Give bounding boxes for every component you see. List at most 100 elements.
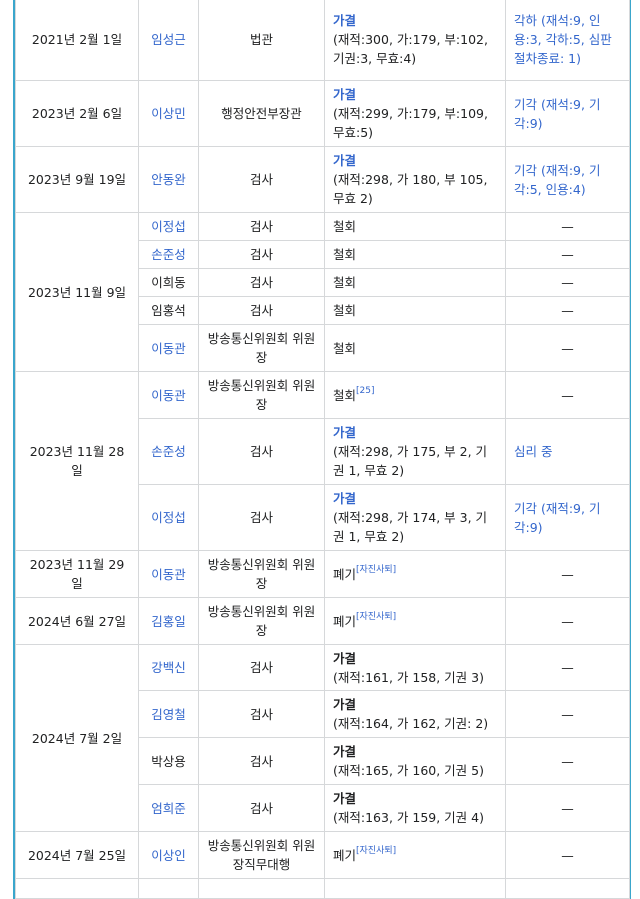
person-link[interactable]: 김홍일 (151, 613, 186, 629)
reference-link[interactable]: [25] (356, 385, 375, 396)
name-cell: 이동관 (138, 371, 199, 419)
vote-result-label: 철회 (333, 219, 357, 234)
decision-link[interactable]: 기각 (재적:9, 기각:5, 인용:4) (514, 162, 601, 197)
no-decision-dash: — (561, 753, 574, 769)
table-row: 2023년 9월 19일 안동완 검사 가결 (재적:298, 가 180, 부 105… (15, 146, 630, 213)
position-cell: 방송통신위원회 위원장 (198, 550, 325, 598)
vote-result-label[interactable]: 가결 (333, 491, 357, 506)
name-cell: 이정섭 (138, 212, 199, 241)
date-cell: 2024년 7월 2일 (15, 644, 139, 832)
vote-detail: (재적:161, 가 158, 기권 3) (333, 669, 484, 685)
vote-result-label: 폐기 (333, 566, 357, 582)
position-cell: 검사 (198, 690, 325, 738)
vote-detail: (재적:298, 가 175, 부 2, 기권 1, 무효 2) (333, 444, 488, 478)
reference-link[interactable]: [자진사퇴] (356, 564, 397, 575)
vote-result-label: 가결 (333, 744, 357, 759)
table-row: 손준성 검사 철회 — (16, 240, 630, 269)
decision-cell: — (505, 737, 630, 785)
person-link[interactable]: 이상민 (151, 106, 186, 121)
decision-cell: — (505, 240, 630, 269)
position-cell: 검사 (198, 268, 325, 297)
name-cell: 이상민 (138, 80, 199, 147)
name-cell: 김영철 (138, 690, 199, 738)
no-decision-dash: — (561, 275, 574, 290)
person-link[interactable]: 이상인 (151, 847, 186, 863)
date-cell: 2024년 6월 27일 (15, 597, 139, 645)
position-cell: 검사 (198, 146, 325, 213)
vote-cell: 가결 (재적:299, 가:179, 부:109, 무효:5) (324, 80, 506, 147)
name-cell: 이상인 (138, 831, 199, 879)
no-decision-dash: — (561, 566, 574, 582)
person-link[interactable]: 손준성 (151, 444, 186, 459)
table-row: 2023년 2월 6일 이상민 행정안전부장관 가결 (재적:299, 가:179, 부… (15, 80, 630, 147)
person-link[interactable]: 이동관 (151, 566, 186, 582)
vote-detail: (재적:164, 가 162, 기권: 2) (333, 716, 489, 731)
decision-cell: — (505, 296, 630, 325)
person-link[interactable]: 김영철 (151, 706, 186, 722)
table-row: 김영철 검사 가결 (재적:164, 가 162, 기권: 2) — (16, 690, 630, 738)
position-cell: 검사 (198, 296, 325, 325)
name-cell: 손준성 (138, 418, 199, 485)
person-link[interactable]: 이정섭 (151, 510, 186, 525)
name-cell: 이정섭 (138, 484, 199, 551)
no-decision-dash: — (561, 660, 574, 675)
vote-result-label[interactable]: 가결 (333, 153, 357, 168)
vote-detail: (재적:298, 가 180, 부 105, 무효 2) (333, 172, 488, 206)
vote-result-label[interactable]: 가결 (333, 13, 357, 28)
table-row: 2024년 7월 25일 이상인 방송통신위원회 위원장직무대행 폐기[자진사퇴] — (15, 831, 630, 879)
decision-cell: 각하 (재석:9, 인용:3, 각하:5, 심판절차종료: 1) (505, 0, 630, 81)
no-decision-dash: — (561, 303, 574, 318)
decision-cell: — (505, 644, 630, 691)
person-link[interactable]: 임성근 (151, 32, 186, 47)
vote-cell: 철회 (324, 324, 506, 372)
vote-result-label: 폐기 (333, 613, 357, 629)
position-cell: 방송통신위원회 위원장 (198, 324, 325, 372)
date-cell: 2023년 11월 9일 (15, 212, 139, 372)
position-cell: 검사 (198, 784, 325, 832)
vote-cell: 가결 (재적:161, 가 158, 기권 3) (324, 644, 506, 691)
name-cell: 박상용 (138, 737, 199, 785)
position-cell: 행정안전부장관 (198, 80, 325, 147)
vote-detail: (재적:163, 가 159, 기권 4) (333, 810, 484, 825)
position-cell: 법관 (198, 0, 325, 81)
position-cell: 검사 (198, 240, 325, 269)
reference-link[interactable]: [자진사퇴] (356, 845, 397, 856)
position-cell: 검사 (198, 737, 325, 785)
person-link[interactable]: 이동관 (151, 387, 186, 403)
date-cell: 2023년 11월 28일 (15, 371, 139, 551)
table-row: 2021년 2월 1일 임성근 법관 가결 (재적:300, 가:179, 부:102,… (15, 0, 630, 81)
reference-link[interactable]: [자진사퇴] (356, 611, 397, 622)
date-cell: 2023년 9월 19일 (15, 146, 139, 213)
decision-link[interactable]: 기각 (재석:9, 기각:9) (514, 96, 601, 131)
vote-result-label[interactable]: 가결 (333, 425, 357, 440)
decision-link[interactable]: 기각 (재적:9, 기각:9) (514, 500, 601, 535)
date-cell: 2023년 2월 6일 (15, 80, 139, 147)
vote-cell: 철회 (324, 212, 506, 241)
vote-cell: 가결 (재적:163, 가 159, 기권 4) (324, 784, 506, 832)
empty-cell (505, 878, 630, 899)
table-row: 이동관 방송통신위원회 위원장 철회 — (16, 324, 630, 372)
decision-cell: 기각 (재적:9, 기각:9) (505, 484, 630, 551)
decision-cell: — (505, 831, 630, 879)
person-link[interactable]: 강백신 (151, 660, 186, 675)
name-cell: 강백신 (138, 644, 199, 691)
name-cell: 엄희준 (138, 784, 199, 832)
position-cell: 방송통신위원회 위원장 (198, 371, 325, 419)
no-decision-dash: — (561, 847, 574, 863)
person-name: 이희동 (151, 275, 186, 290)
name-cell: 이동관 (138, 550, 199, 598)
person-name: 임홍석 (151, 303, 186, 318)
empty-cell (138, 878, 199, 899)
name-cell: 안동완 (138, 146, 199, 213)
vote-result-label[interactable]: 가결 (333, 87, 357, 102)
person-link[interactable]: 손준성 (151, 247, 186, 262)
person-link[interactable]: 안동완 (151, 172, 186, 187)
person-link[interactable]: 이동관 (151, 340, 186, 356)
table-row: 2024년 6월 27일 김홍일 방송통신위원회 위원장 폐기[자진사퇴] — (15, 597, 630, 645)
decision-link[interactable]: 심리 중 (514, 444, 553, 459)
name-cell: 임홍석 (138, 296, 199, 325)
decision-cell: — (505, 371, 630, 419)
decision-link[interactable]: 각하 (재석:9, 인용:3, 각하:5, 심판절차종료: 1) (514, 13, 612, 66)
person-link[interactable]: 엄희준 (151, 800, 186, 816)
person-link[interactable]: 이정섭 (151, 219, 186, 234)
